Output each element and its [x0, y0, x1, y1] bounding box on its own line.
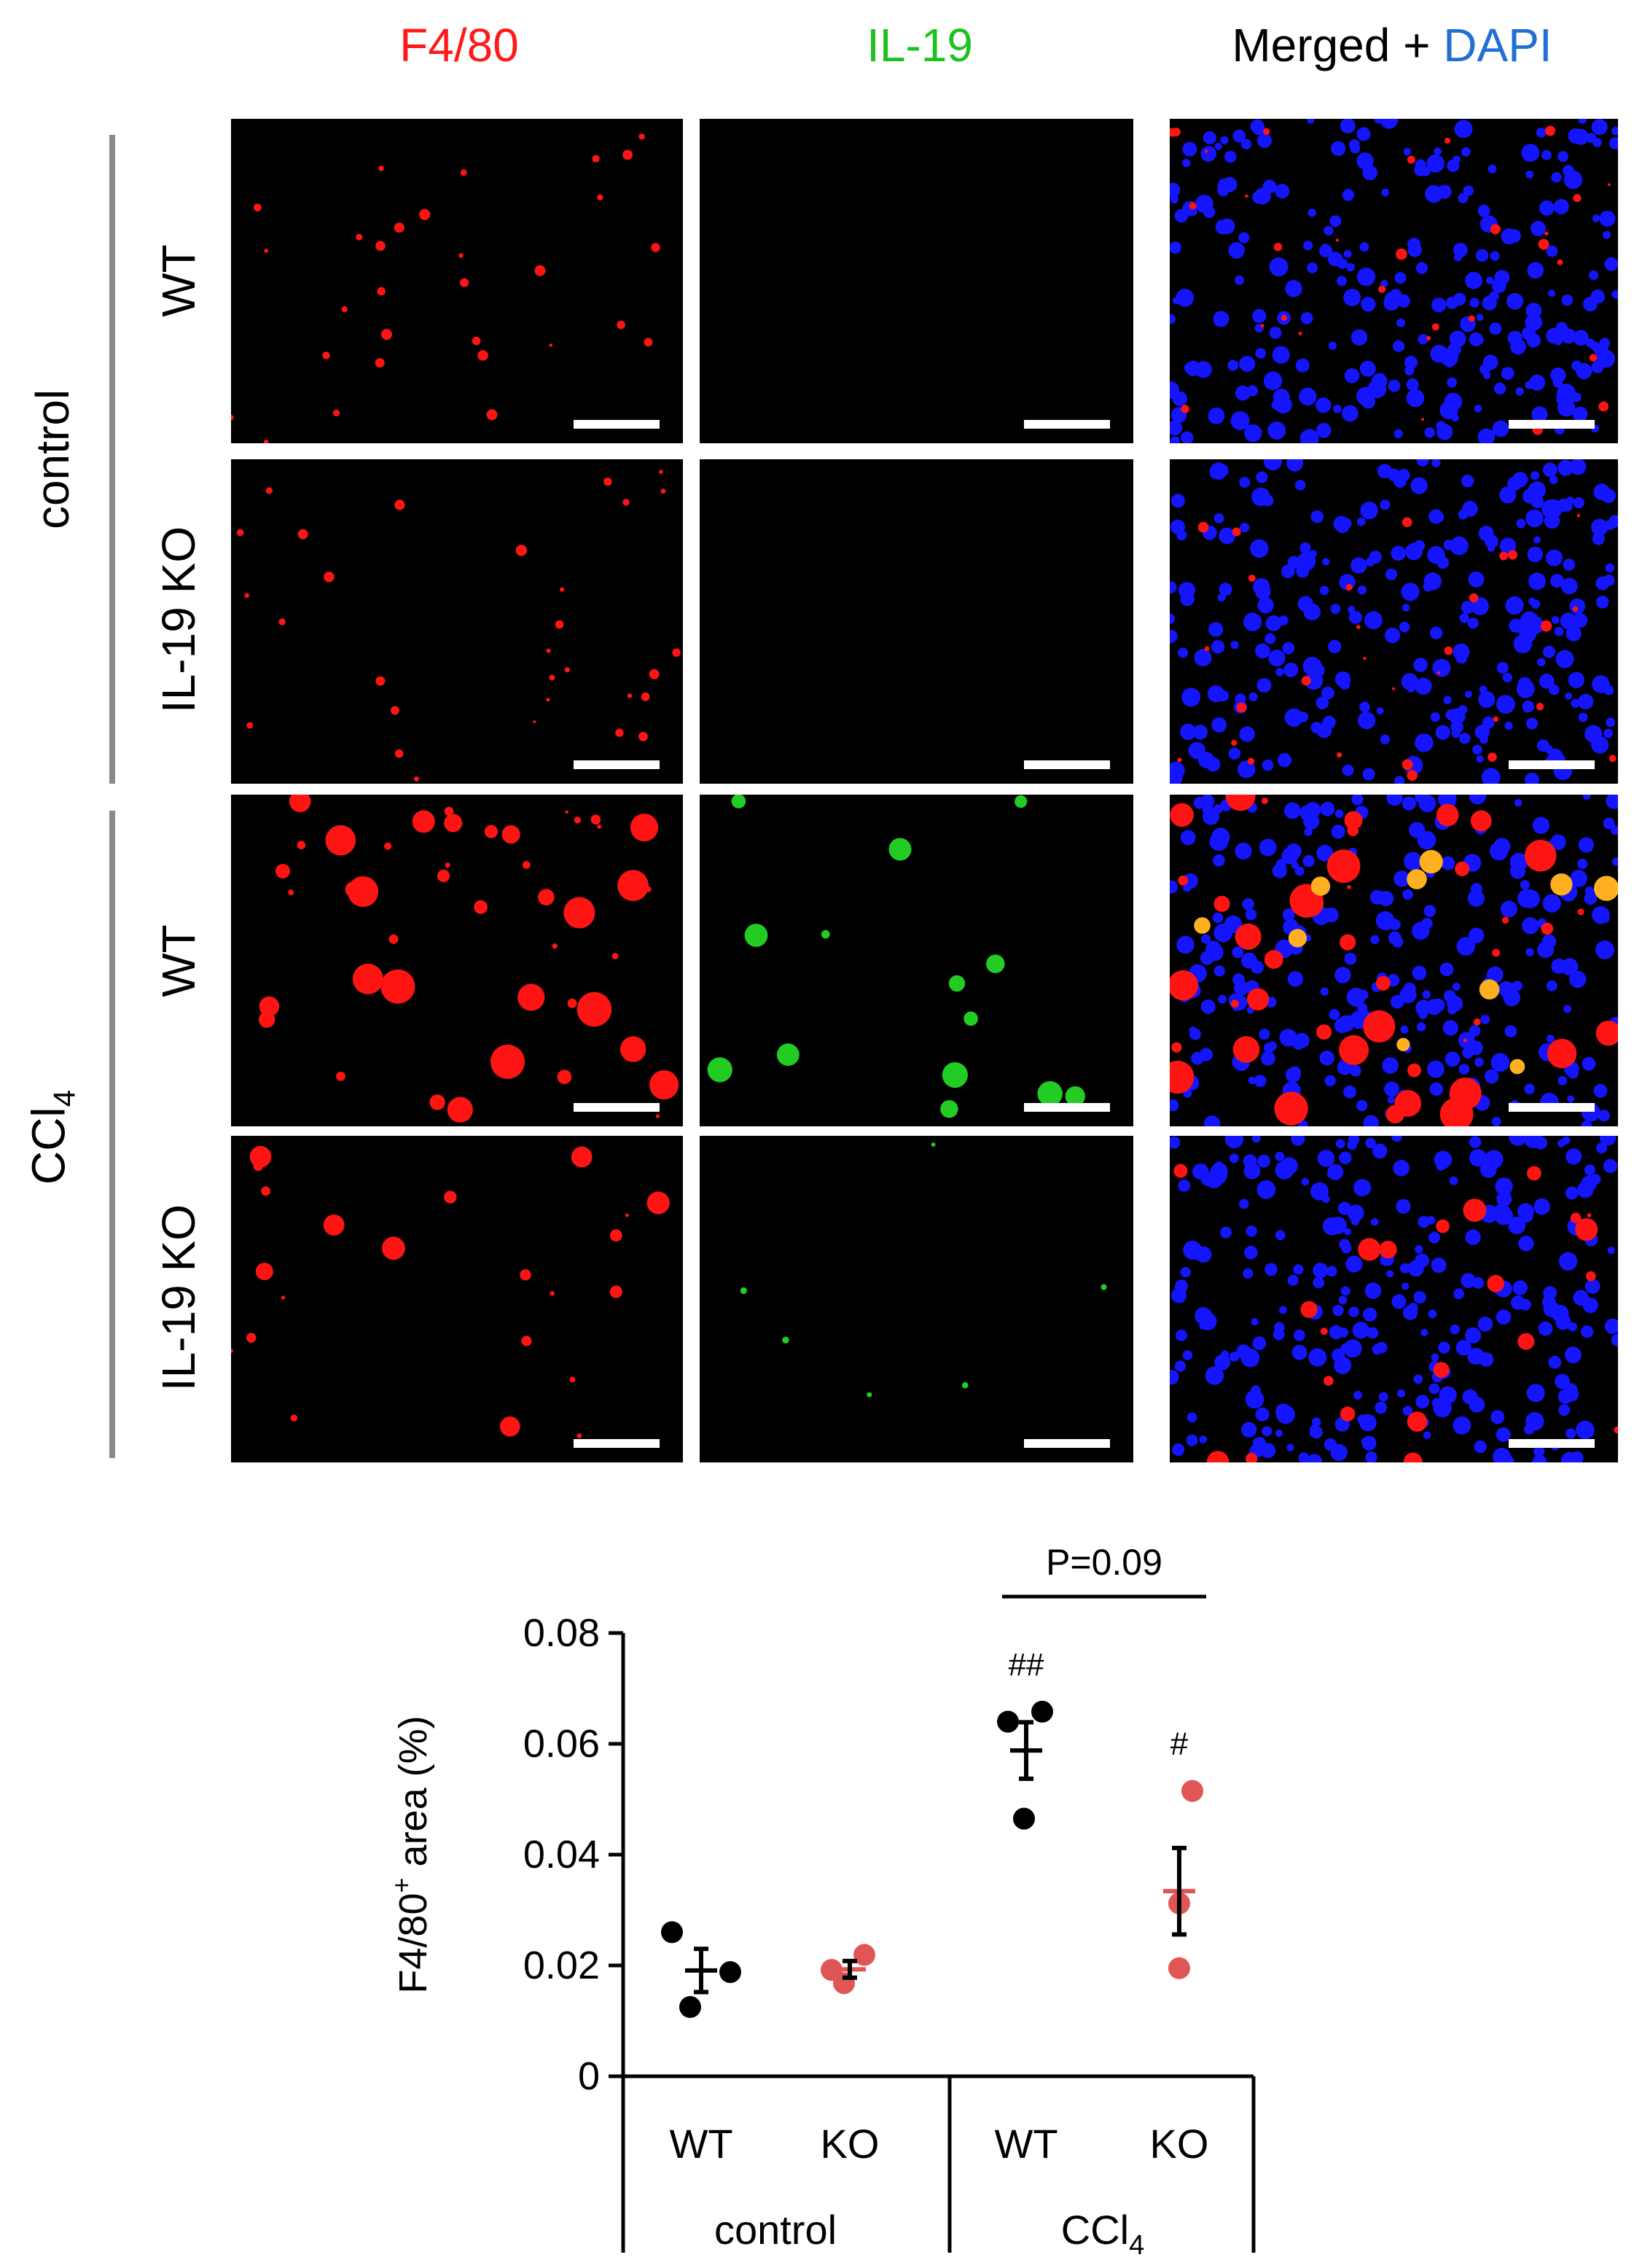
micrograph-row2-col1: [231, 459, 683, 784]
significance-annotation: #: [1170, 1726, 1189, 1762]
y-tick-label: 0.08: [523, 1611, 600, 1655]
column-title-dapi-text: DAPI: [1443, 19, 1552, 71]
scale-bar: [1509, 1439, 1595, 1448]
scale-bar: [1509, 1103, 1595, 1112]
scale-bar: [574, 760, 660, 769]
micrograph-row1-col1: [231, 119, 683, 443]
y-tick-label: 0.04: [523, 1833, 600, 1877]
scale-bar: [574, 1103, 660, 1112]
data-point: [1181, 1780, 1203, 1802]
column-title-f480-text: F4/80: [399, 19, 519, 71]
column-title-il19: IL-19: [867, 22, 973, 69]
micrograph-row4-col1: [231, 1136, 683, 1462]
data-point: [661, 1921, 683, 1944]
x-category-label: KO: [821, 2121, 880, 2167]
y-tick-label: 0.02: [523, 1944, 600, 1987]
y-tick-label: 0.06: [523, 1722, 600, 1766]
micrograph-row3-col3: [1170, 795, 1618, 1126]
y-tick-label: 0: [578, 2054, 600, 2098]
scale-bar: [1024, 1439, 1110, 1448]
data-point: [853, 1944, 875, 1966]
column-title-merged: Merged + DAPI: [1232, 22, 1552, 69]
data-point: [1168, 1957, 1190, 1979]
comparison-p-value: P=0.09: [1046, 1542, 1162, 1583]
group-bar-ccl4: [109, 811, 115, 1458]
micrograph-row1-col2: [700, 119, 1133, 443]
micrograph-row1-col3: [1170, 119, 1618, 443]
scale-bar: [1509, 760, 1595, 769]
micrograph-row2-col2: [700, 459, 1133, 784]
x-category-label: WT: [994, 2121, 1058, 2167]
x-group-label: CCl4: [1061, 2207, 1144, 2261]
significance-annotation: ##: [1009, 1647, 1044, 1683]
x-group-label: control: [714, 2207, 837, 2253]
group-bar-control: [109, 135, 115, 784]
column-title-f480: F4/80: [399, 22, 519, 69]
x-category-label: KO: [1150, 2121, 1209, 2167]
scale-bar: [574, 1439, 660, 1448]
micrograph-row3-col1: [231, 795, 683, 1126]
data-point: [1031, 1700, 1053, 1723]
scale-bar: [1024, 760, 1110, 769]
data-point: [997, 1710, 1019, 1733]
data-point: [679, 1996, 701, 2018]
scale-bar: [1024, 420, 1110, 429]
scale-bar: [1509, 420, 1595, 429]
x-category-label: WT: [669, 2121, 732, 2167]
micrograph-row3-col2: [700, 795, 1133, 1126]
micrograph-row4-col3: [1170, 1136, 1618, 1462]
scale-bar: [574, 420, 660, 429]
column-title-merged-text: Merged +: [1232, 19, 1444, 71]
micrograph-row4-col2: [700, 1136, 1133, 1462]
column-title-il19-text: IL-19: [867, 19, 973, 71]
y-axis-label: F4/80+ area (%): [386, 1715, 435, 1993]
scale-bar: [1024, 1103, 1110, 1112]
data-point: [1013, 1807, 1035, 1830]
data-point: [719, 1961, 741, 1984]
micrograph-row2-col3: [1170, 459, 1618, 784]
